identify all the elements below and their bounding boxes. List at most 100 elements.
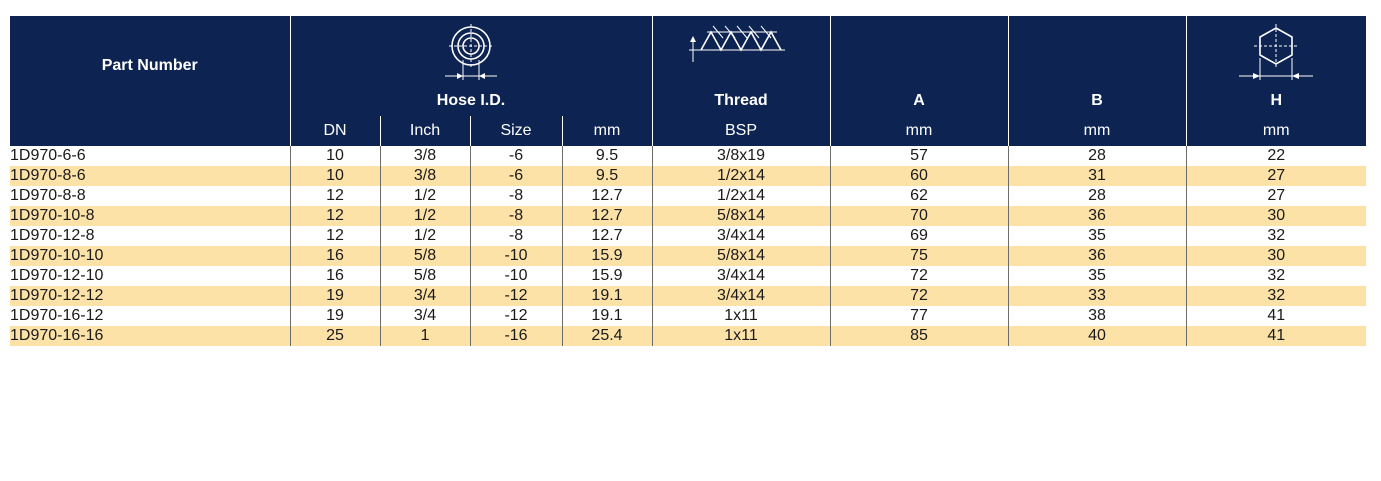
- h-cell: 41: [1185, 306, 1366, 326]
- a-header-icon-cell: [829, 16, 1008, 86]
- h-header: H: [1185, 86, 1366, 116]
- thread-cell: 3/4x14: [651, 226, 830, 246]
- hose-id-header-icon-cell: [289, 16, 652, 86]
- h-cell: 32: [1185, 266, 1366, 286]
- h-cell: 41: [1185, 326, 1366, 346]
- h-cell: 22: [1185, 146, 1366, 166]
- table-row: 1D970-8-8 12 1/2 -8 12.7 1/2x14 62 28 27: [10, 186, 1366, 206]
- mm-unit: mm: [561, 116, 652, 146]
- fitting-spec-table: Part Number: [10, 16, 1366, 346]
- hex-icon: [1239, 24, 1314, 80]
- a-cell: 77: [829, 306, 1008, 326]
- table-row: 1D970-10-8 12 1/2 -8 12.7 5/8x14 70 36 3…: [10, 206, 1366, 226]
- inch-cell: 1/2: [379, 226, 470, 246]
- inch-cell: 3/4: [379, 286, 470, 306]
- size-cell: -6: [469, 146, 562, 166]
- size-cell: -12: [469, 306, 562, 326]
- dn-cell: 10: [289, 166, 380, 186]
- dn-cell: 19: [289, 286, 380, 306]
- thread-cell: 5/8x14: [651, 246, 830, 266]
- thread-cell: 3/4x14: [651, 286, 830, 306]
- h-cell: 32: [1185, 226, 1366, 246]
- part-number-cell: 1D970-8-6: [10, 166, 290, 186]
- b-cell: 31: [1007, 166, 1186, 186]
- b-cell: 33: [1007, 286, 1186, 306]
- dn-cell: 16: [289, 246, 380, 266]
- a-header: A: [829, 86, 1008, 116]
- part-number-cell: 1D970-8-8: [10, 187, 86, 204]
- h-cell: 30: [1185, 206, 1366, 226]
- mm-cell: 19.1: [561, 306, 652, 326]
- table-row: 1D970-16-12 19 3/4 -12 19.1 1x11 77 38 4…: [10, 306, 1366, 326]
- size-cell: -10: [469, 246, 562, 266]
- thread-cell: 3/4x14: [651, 266, 830, 286]
- dn-cell: 10: [289, 146, 380, 166]
- table-row: 1D970-12-10 16 5/8 -10 15.9 3/4x14 72 35…: [10, 266, 1366, 286]
- inch-cell: 3/8: [379, 166, 470, 186]
- size-cell: -8: [469, 186, 562, 206]
- thread-cell: 1x11: [651, 306, 830, 326]
- b-header: B: [1007, 86, 1186, 116]
- mm-cell: 12.7: [561, 186, 652, 206]
- h-cell: 32: [1185, 286, 1366, 306]
- a-cell: 69: [829, 226, 1008, 246]
- mm-cell: 12.7: [561, 226, 652, 246]
- b-unit: mm: [1007, 116, 1186, 146]
- mm-cell: 25.4: [561, 326, 652, 346]
- part-number-cell: 1D970-10-10: [10, 246, 290, 266]
- h-cell: 27: [1185, 166, 1366, 186]
- thread-header-icon-cell: [651, 16, 830, 86]
- b-header-icon-cell: [1007, 16, 1186, 86]
- a-unit: mm: [829, 116, 1008, 146]
- a-cell: 62: [829, 186, 1008, 206]
- size-cell: -8: [469, 226, 562, 246]
- size-cell: -12: [469, 286, 562, 306]
- b-cell: 36: [1007, 206, 1186, 226]
- inch-cell: 1: [379, 326, 470, 346]
- part-number-cell: 1D970-12-12: [10, 286, 290, 306]
- thread-header: Thread: [651, 86, 830, 116]
- thread-icon: [689, 25, 785, 62]
- dn-cell: 12: [289, 186, 380, 206]
- a-cell: 72: [829, 266, 1008, 286]
- size-unit: Size: [469, 116, 562, 146]
- b-cell: 28: [1007, 186, 1186, 206]
- mm-cell: 9.5: [561, 166, 652, 186]
- dn-cell: 12: [289, 226, 380, 246]
- part-number-cell: 1D970-10-8: [10, 206, 290, 226]
- size-cell: -6: [469, 166, 562, 186]
- b-cell: 28: [1007, 146, 1186, 166]
- dn-cell: 19: [289, 306, 380, 326]
- size-cell: -16: [469, 326, 562, 346]
- inch-cell: 1/2: [379, 186, 470, 206]
- h-cell: 27: [1185, 186, 1366, 206]
- h-unit: mm: [1185, 116, 1366, 146]
- dn-cell: 25: [289, 326, 380, 346]
- a-cell: 72: [829, 286, 1008, 306]
- h-header-icon-cell: [1185, 16, 1366, 86]
- thread-cell: 1/2x14: [651, 166, 830, 186]
- part-number-cell: 1D970-12-10: [10, 267, 104, 284]
- part-number-unit-cell: [10, 116, 290, 146]
- size-cell: -10: [469, 266, 562, 286]
- dn-unit: DN: [289, 116, 380, 146]
- h-cell: 30: [1185, 246, 1366, 266]
- b-cell: 35: [1007, 226, 1186, 246]
- part-number-cell: 1D970-6-6: [10, 147, 86, 164]
- inch-unit: Inch: [379, 116, 470, 146]
- a-cell: 70: [829, 206, 1008, 226]
- b-cell: 38: [1007, 306, 1186, 326]
- size-cell: -8: [469, 206, 562, 226]
- thread-cell: 1/2x14: [651, 186, 830, 206]
- part-number-cell: 1D970-12-8: [10, 227, 95, 244]
- part-number-header: Part Number: [101, 57, 198, 74]
- table-header: Part Number: [10, 16, 1366, 146]
- thread-cell: 5/8x14: [651, 206, 830, 226]
- a-cell: 57: [829, 146, 1008, 166]
- hose-id-header: Hose I.D.: [289, 86, 652, 116]
- table-body: 1D970-6-6 10 3/8 -6 9.5 3/8x19 57 28 22 …: [10, 146, 1366, 346]
- mm-cell: 12.7: [561, 206, 652, 226]
- bsp-unit: BSP: [651, 116, 830, 146]
- mm-cell: 15.9: [561, 246, 652, 266]
- dn-cell: 12: [289, 206, 380, 226]
